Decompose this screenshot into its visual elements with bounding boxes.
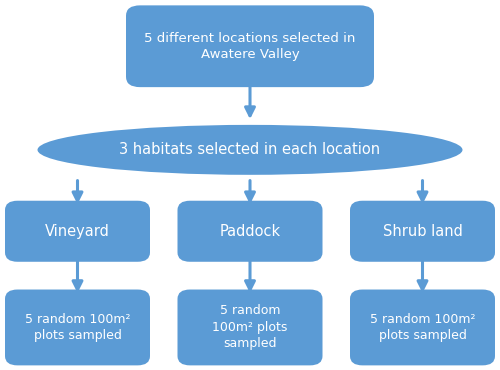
FancyBboxPatch shape bbox=[350, 289, 495, 366]
Text: 3 habitats selected in each location: 3 habitats selected in each location bbox=[120, 142, 380, 157]
FancyBboxPatch shape bbox=[126, 5, 374, 87]
FancyBboxPatch shape bbox=[5, 201, 150, 262]
Text: Vineyard: Vineyard bbox=[45, 224, 110, 239]
FancyBboxPatch shape bbox=[350, 201, 495, 262]
Text: Paddock: Paddock bbox=[220, 224, 280, 239]
Text: 5 random 100m²
plots sampled: 5 random 100m² plots sampled bbox=[25, 313, 130, 342]
Text: 5 different locations selected in
Awatere Valley: 5 different locations selected in Awater… bbox=[144, 31, 356, 61]
Text: 5 random 100m²
plots sampled: 5 random 100m² plots sampled bbox=[370, 313, 475, 342]
Text: 5 random
100m² plots
sampled: 5 random 100m² plots sampled bbox=[212, 305, 288, 350]
Ellipse shape bbox=[38, 125, 463, 175]
FancyBboxPatch shape bbox=[5, 289, 150, 366]
FancyBboxPatch shape bbox=[178, 201, 322, 262]
Text: Shrub land: Shrub land bbox=[382, 224, 462, 239]
FancyBboxPatch shape bbox=[178, 289, 322, 366]
